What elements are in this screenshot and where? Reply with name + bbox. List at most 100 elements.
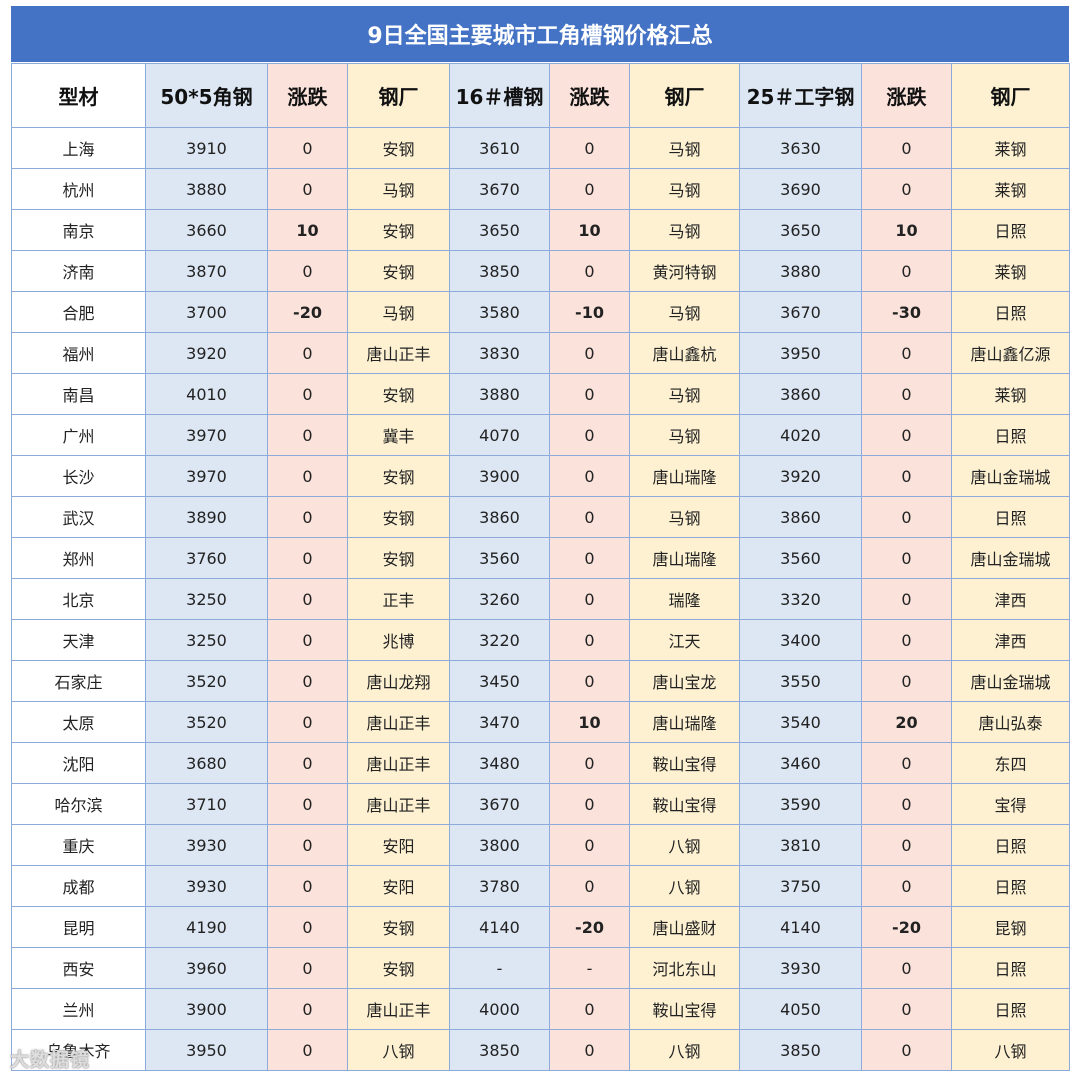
cell-city: 合肥	[11, 291, 146, 333]
cell-angle-mill: 唐山正丰	[347, 701, 450, 743]
cell-channel-price: -	[449, 947, 550, 989]
watermark: 大数据镜	[10, 1049, 91, 1071]
cell-city: 南京	[11, 209, 146, 251]
column-header-ibeam-change: 涨跌	[861, 63, 952, 128]
cell-angle-mill: 马钢	[347, 291, 450, 333]
table-row: 广州 3970 0 冀丰 4070 0 马钢 4020 0 日照	[11, 414, 1070, 456]
cell-angle-price: 4010	[145, 373, 268, 415]
cell-city: 乌鲁木齐	[11, 1029, 146, 1071]
cell-city: 沈阳	[11, 742, 146, 784]
cell-channel-price: 3780	[449, 865, 550, 907]
cell-angle-mill: 冀丰	[347, 414, 450, 456]
cell-channel-mill: 鞍山宝得	[629, 988, 740, 1030]
cell-ibeam-change: 0	[861, 988, 952, 1030]
cell-ibeam-price: 3630	[739, 127, 862, 169]
cell-ibeam-price: 3670	[739, 291, 862, 333]
table-row: 石家庄 3520 0 唐山龙翔 3450 0 唐山宝龙 3550 0 唐山金瑞城	[11, 660, 1070, 702]
table-row: 济南 3870 0 安钢 3850 0 黄河特钢 3880 0 莱钢	[11, 250, 1070, 292]
cell-channel-mill: 马钢	[629, 127, 740, 169]
cell-angle-change: 0	[267, 1029, 348, 1071]
cell-city: 成都	[11, 865, 146, 907]
cell-angle-change: 0	[267, 701, 348, 743]
cell-ibeam-price: 3560	[739, 537, 862, 579]
cell-angle-mill: 安钢	[347, 455, 450, 497]
cell-channel-change: 0	[549, 742, 630, 784]
cell-angle-change: 0	[267, 742, 348, 784]
cell-channel-mill: 八钢	[629, 1029, 740, 1071]
cell-channel-change: -	[549, 947, 630, 989]
cell-angle-mill: 正丰	[347, 578, 450, 620]
cell-ibeam-mill: 昆钢	[951, 906, 1070, 948]
cell-ibeam-mill: 日照	[951, 209, 1070, 251]
cell-angle-price: 3710	[145, 783, 268, 825]
cell-angle-mill: 唐山正丰	[347, 988, 450, 1030]
cell-city: 济南	[11, 250, 146, 292]
table-row: 武汉 3890 0 安钢 3860 0 马钢 3860 0 日照	[11, 496, 1070, 538]
cell-channel-mill: 唐山盛财	[629, 906, 740, 948]
cell-channel-change: 0	[549, 537, 630, 579]
cell-ibeam-price: 3400	[739, 619, 862, 661]
cell-ibeam-mill: 莱钢	[951, 373, 1070, 415]
table-row: 北京 3250 0 正丰 3260 0 瑞隆 3320 0 津西	[11, 578, 1070, 620]
cell-angle-price: 3910	[145, 127, 268, 169]
cell-angle-mill: 马钢	[347, 168, 450, 210]
cell-ibeam-mill: 日照	[951, 496, 1070, 538]
cell-channel-mill: 黄河特钢	[629, 250, 740, 292]
cell-ibeam-change: 0	[861, 865, 952, 907]
cell-ibeam-price: 3850	[739, 1029, 862, 1071]
column-header-channel-price: 16＃槽钢	[449, 63, 550, 128]
cell-angle-change: 0	[267, 168, 348, 210]
cell-city: 重庆	[11, 824, 146, 866]
cell-city: 武汉	[11, 496, 146, 538]
table-row: 天津 3250 0 兆博 3220 0 江天 3400 0 津西	[11, 619, 1070, 661]
cell-angle-mill: 安钢	[347, 373, 450, 415]
cell-ibeam-price: 4050	[739, 988, 862, 1030]
cell-ibeam-change: -30	[861, 291, 952, 333]
cell-angle-change: 0	[267, 373, 348, 415]
cell-angle-price: 3250	[145, 619, 268, 661]
cell-ibeam-mill: 莱钢	[951, 127, 1070, 169]
column-header-channel-change: 涨跌	[549, 63, 630, 128]
table-row: 昆明 4190 0 安钢 4140 -20 唐山盛财 4140 -20 昆钢	[11, 906, 1070, 948]
table-row: 合肥 3700 -20 马钢 3580 -10 马钢 3670 -30 日照	[11, 291, 1070, 333]
cell-channel-change: 0	[549, 373, 630, 415]
cell-angle-price: 3880	[145, 168, 268, 210]
cell-city: 杭州	[11, 168, 146, 210]
cell-channel-price: 3830	[449, 332, 550, 374]
price-table: 型材 50*5角钢 涨跌 钢厂 16＃槽钢 涨跌 钢厂 25＃工字钢 涨跌 钢厂 上海 3910 0 安…	[11, 63, 1070, 1071]
cell-angle-mill: 八钢	[347, 1029, 450, 1071]
cell-ibeam-price: 3860	[739, 373, 862, 415]
cell-channel-price: 3450	[449, 660, 550, 702]
table-row: 上海 3910 0 安钢 3610 0 马钢 3630 0 莱钢	[11, 127, 1070, 169]
table-row: 沈阳 3680 0 唐山正丰 3480 0 鞍山宝得 3460 0 东四	[11, 742, 1070, 784]
column-header-angle-mill: 钢厂	[347, 63, 450, 128]
cell-channel-mill: 鞍山宝得	[629, 783, 740, 825]
cell-angle-change: 0	[267, 250, 348, 292]
cell-angle-change: 0	[267, 619, 348, 661]
cell-ibeam-change: 0	[861, 660, 952, 702]
cell-city: 上海	[11, 127, 146, 169]
cell-angle-price: 3930	[145, 824, 268, 866]
cell-channel-change: 0	[549, 250, 630, 292]
cell-channel-price: 3900	[449, 455, 550, 497]
cell-city: 哈尔滨	[11, 783, 146, 825]
cell-channel-change: 0	[549, 332, 630, 374]
cell-channel-price: 3470	[449, 701, 550, 743]
cell-ibeam-price: 3550	[739, 660, 862, 702]
cell-angle-price: 3970	[145, 455, 268, 497]
cell-city: 郑州	[11, 537, 146, 579]
cell-channel-mill: 江天	[629, 619, 740, 661]
cell-ibeam-price: 3810	[739, 824, 862, 866]
cell-ibeam-change: 0	[861, 578, 952, 620]
column-header-ibeam-mill: 钢厂	[951, 63, 1070, 128]
cell-city: 昆明	[11, 906, 146, 948]
cell-angle-price: 3660	[145, 209, 268, 251]
cell-angle-change: 0	[267, 127, 348, 169]
header-row: 型材 50*5角钢 涨跌 钢厂 16＃槽钢 涨跌 钢厂 25＃工字钢 涨跌 钢厂	[11, 63, 1070, 128]
cell-channel-price: 3650	[449, 209, 550, 251]
table-row: 西安 3960 0 安钢 - - 河北东山 3930 0 日照	[11, 947, 1070, 989]
cell-ibeam-change: 0	[861, 373, 952, 415]
cell-ibeam-change: 0	[861, 619, 952, 661]
cell-channel-change: -20	[549, 906, 630, 948]
cell-angle-price: 4190	[145, 906, 268, 948]
